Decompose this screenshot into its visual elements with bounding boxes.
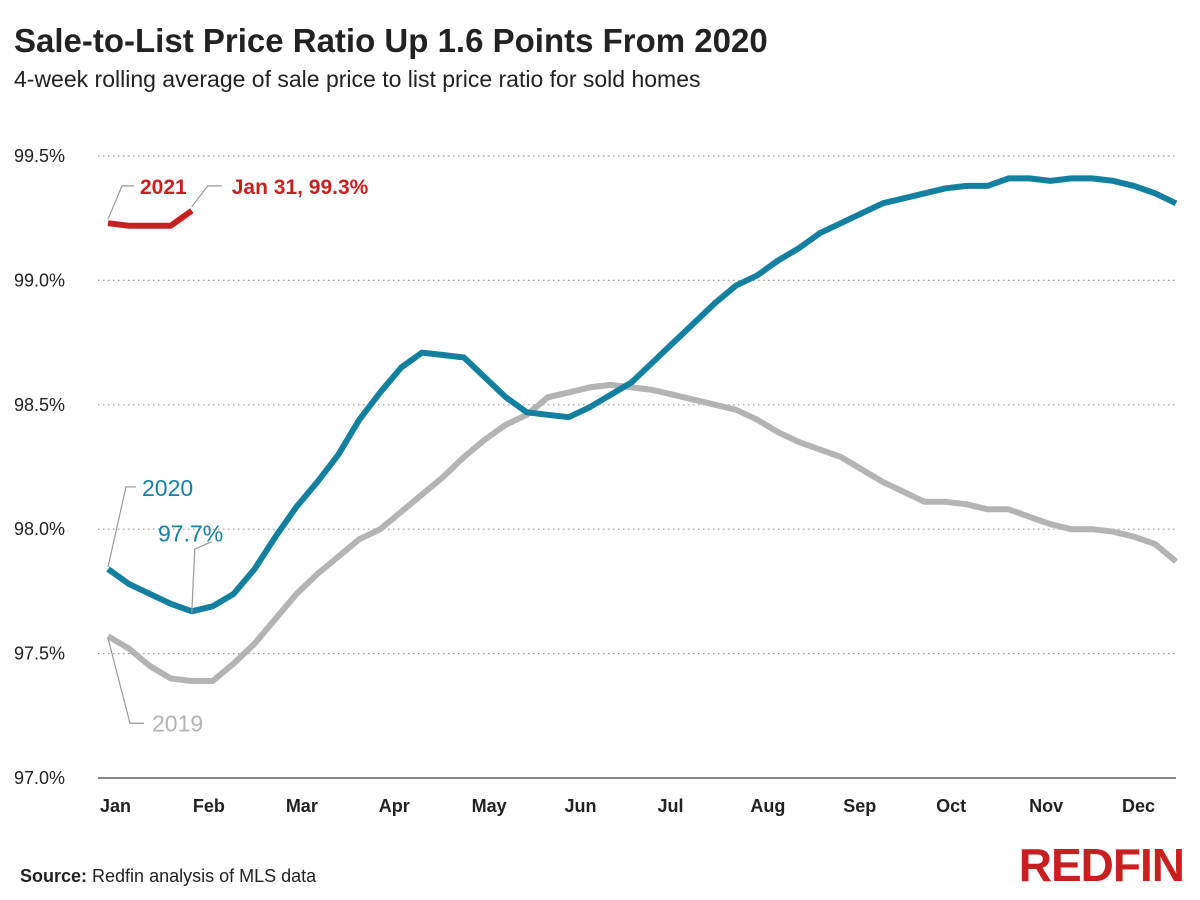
source-text: Redfin analysis of MLS data [87, 866, 317, 886]
x-tick-label: Feb [193, 796, 225, 816]
y-tick-label: 99.5% [14, 146, 65, 166]
annotation-label-2019: 2019 [152, 710, 203, 736]
redfin-logo: REDFIN [1018, 839, 1185, 891]
series-line-2021 [107, 208, 194, 229]
source-label: Source: [20, 866, 88, 886]
chart-subtitle: 4-week rolling average of sale price to … [14, 66, 701, 92]
x-tick-label: Jan [100, 796, 131, 816]
leader-line [107, 185, 134, 220]
y-tick-label: 97.5% [14, 644, 65, 664]
annotation-label-jan31: Jan 31, 99.3% [232, 176, 369, 199]
series-line-2020 [106, 175, 1178, 615]
leader-line [191, 185, 222, 208]
y-tick-label: 97.0% [14, 768, 65, 788]
x-tick-label: Dec [1122, 796, 1155, 816]
annotation-label-2021: 2021 [140, 176, 187, 199]
x-tick-label: Mar [286, 796, 318, 816]
chart-title: Sale-to-List Price Ratio Up 1.6 Points F… [14, 22, 768, 59]
annotation-label-2020: 2020 [142, 475, 193, 501]
leader-line [107, 486, 136, 568]
x-tick-label: Jun [565, 796, 597, 816]
x-tick-label: Oct [936, 796, 966, 816]
x-tick-label: Apr [379, 796, 410, 816]
leader-line [191, 541, 213, 614]
y-tick-label: 99.0% [14, 270, 65, 290]
source-note: Source: Redfin analysis of MLS data [20, 866, 316, 887]
leader-line [107, 638, 144, 724]
annotation-label-97-7: 97.7% [158, 521, 223, 547]
x-tick-label: Aug [750, 796, 785, 816]
series-line-2019 [106, 381, 1178, 684]
x-tick-label: May [472, 796, 507, 816]
x-tick-label: Sep [843, 796, 876, 816]
x-tick-label: Nov [1029, 796, 1063, 816]
y-tick-label: 98.5% [14, 395, 65, 415]
y-tick-label: 98.0% [14, 519, 65, 539]
x-tick-label: Jul [657, 796, 683, 816]
